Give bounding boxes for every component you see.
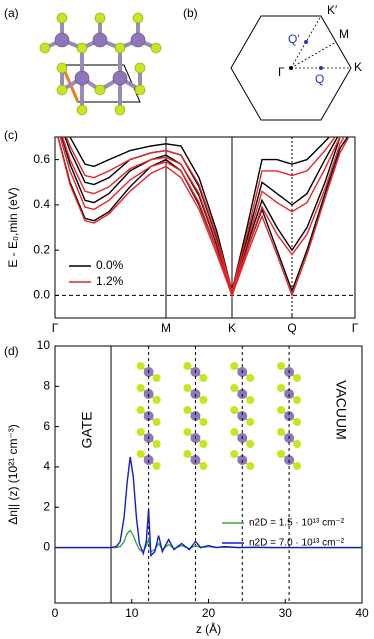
y-tick-label: 2 — [43, 499, 50, 513]
atom — [277, 384, 286, 392]
x-tick-label: 10 — [125, 606, 139, 620]
plot-frame — [54, 136, 356, 319]
annotation: VACUUM — [333, 380, 349, 440]
y-tick-label: 4 — [43, 459, 50, 473]
atom — [152, 374, 161, 382]
atom — [136, 428, 145, 436]
atom — [246, 462, 255, 470]
bz-label: M — [339, 27, 349, 41]
atom — [246, 440, 255, 448]
y-tick-label: 10 — [37, 338, 51, 352]
series-line — [69, 137, 331, 292]
series-line — [57, 137, 350, 298]
atom — [230, 362, 239, 370]
y-axis-title: E - E₀,min (eV) — [6, 187, 20, 267]
atom — [246, 374, 255, 382]
atom — [277, 428, 286, 436]
series-line — [61, 137, 341, 298]
atom — [152, 418, 161, 426]
legend-label: 0.0% — [96, 258, 124, 272]
series-line — [55, 456, 362, 558]
y-tick-label: 0.0 — [33, 288, 50, 302]
atom — [143, 411, 154, 421]
atom — [136, 384, 145, 392]
atom — [199, 396, 208, 404]
bz-label: Q — [315, 72, 324, 86]
atom — [237, 411, 248, 421]
plot-frame — [54, 345, 363, 604]
panel-label: (a) — [4, 6, 19, 20]
atom — [284, 411, 295, 421]
x-tick-label: Γ — [52, 321, 59, 335]
atom — [293, 374, 302, 382]
bz-label: Q′ — [288, 32, 300, 46]
bz-label: K — [354, 60, 362, 74]
atom — [246, 418, 255, 426]
legend-label: n2D = 7.0 · 10¹³ cm⁻² — [249, 538, 345, 549]
series-line — [61, 137, 341, 296]
atom — [183, 362, 192, 370]
atom — [183, 428, 192, 436]
atom — [230, 406, 239, 414]
atom — [246, 396, 255, 404]
series-line — [59, 137, 345, 298]
atom — [293, 418, 302, 426]
atom — [293, 462, 302, 470]
atom — [230, 384, 239, 392]
x-tick-label: K — [228, 321, 236, 335]
atom — [152, 396, 161, 404]
y-tick-label: 8 — [43, 378, 50, 392]
atom — [183, 384, 192, 392]
atom — [183, 406, 192, 414]
bz-label: K′ — [327, 3, 338, 17]
atom — [152, 462, 161, 470]
annotation: GATE — [79, 411, 95, 448]
x-tick-label: M — [161, 321, 171, 335]
x-tick-label: 40 — [355, 606, 369, 620]
legend-label: 1.2% — [96, 274, 124, 288]
x-tick-label: 20 — [202, 606, 216, 620]
layer-insets — [136, 362, 302, 470]
atom — [199, 374, 208, 382]
atom — [199, 418, 208, 426]
x-tick-label: 0 — [52, 606, 59, 620]
atom — [230, 450, 239, 458]
atom — [152, 440, 161, 448]
panel-label: (d) — [4, 344, 19, 358]
panel-label: (b) — [183, 6, 198, 20]
atom — [190, 411, 201, 421]
atom — [277, 406, 286, 414]
y-tick-label: 0.2 — [33, 242, 50, 256]
atom — [136, 406, 145, 414]
series-line — [65, 137, 336, 294]
y-tick-label: 0.6 — [33, 152, 50, 166]
atom — [199, 440, 208, 448]
y-axis-title: Δn|| (z) (10²¹ cm⁻³) — [6, 424, 20, 525]
atom — [230, 428, 239, 436]
y-tick-label: 6 — [43, 419, 50, 433]
panel-label: (c) — [4, 128, 18, 142]
series-line — [64, 137, 339, 296]
atom — [293, 396, 302, 404]
y-tick-label: 0.4 — [33, 197, 50, 211]
legend-label: n2D = 1.5 · 10¹³ cm⁻² — [249, 518, 345, 529]
atom — [277, 362, 286, 370]
crystal-structure — [39, 12, 162, 116]
x-tick-label: 30 — [279, 606, 293, 620]
x-tick-label: Γ — [352, 321, 359, 335]
atom — [136, 450, 145, 458]
atom — [199, 462, 208, 470]
atom — [277, 450, 286, 458]
atom — [293, 440, 302, 448]
y-tick-label: 0 — [43, 540, 50, 554]
bz-label: Γ — [278, 65, 285, 79]
atom — [136, 362, 145, 370]
brillouin-zone: K′ M Γ K Q′ Q — [230, 3, 362, 121]
x-tick-label: Q — [287, 321, 296, 335]
atom — [183, 450, 192, 458]
x-axis-title: z (Å) — [196, 621, 221, 636]
